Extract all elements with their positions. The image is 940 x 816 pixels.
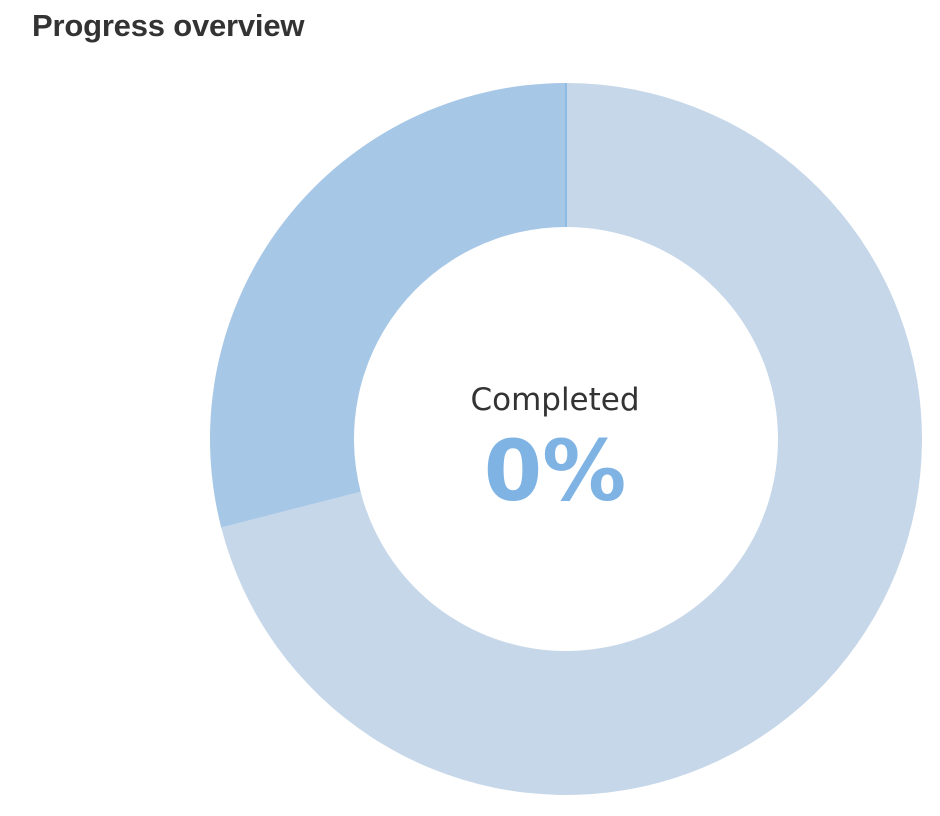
donut-slice-1 [221, 83, 922, 796]
page-title: Progress overview [32, 8, 305, 43]
center-value: 0% [484, 422, 627, 520]
donut-slices [210, 83, 922, 796]
center-label: Completed [470, 382, 639, 418]
donut-slice-2 [210, 83, 566, 528]
